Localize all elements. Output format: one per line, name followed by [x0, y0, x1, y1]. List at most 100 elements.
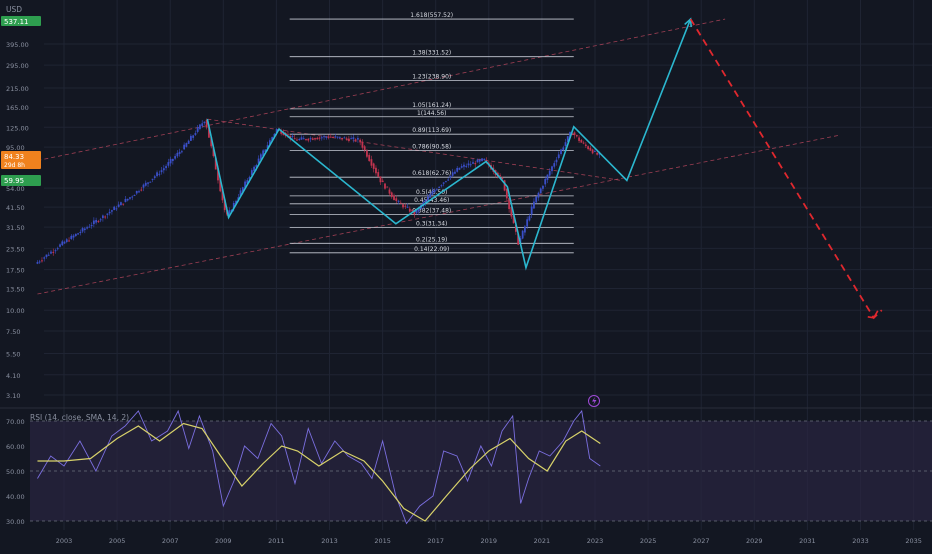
lightning-icon-glyph — [592, 397, 597, 405]
fib-level-label: 1(144.56) — [417, 110, 447, 117]
candle-body — [560, 149, 562, 154]
candle-body — [454, 171, 456, 174]
candle-body — [381, 180, 384, 182]
candle-body — [68, 240, 70, 242]
candle-body — [205, 119, 208, 128]
candle-body — [329, 136, 332, 138]
candle-body — [476, 159, 479, 163]
fib-level-label: 0.2(25.19) — [416, 236, 447, 243]
candle-body — [528, 216, 531, 221]
price-axis-label: 10.00 — [6, 307, 25, 315]
candle-body — [485, 160, 488, 162]
candle-body — [591, 149, 594, 154]
candle-body — [61, 241, 64, 246]
candle-body — [584, 144, 587, 147]
candle-body — [404, 205, 407, 207]
candle-body — [54, 250, 57, 252]
rsi-axis-label: 70.00 — [6, 418, 25, 426]
candle-body — [429, 194, 432, 198]
fib-level-label: 0.618(62.76) — [412, 170, 451, 177]
candle-body — [106, 213, 109, 215]
candle-body — [293, 138, 296, 140]
candle-body — [478, 159, 481, 162]
candle-body — [596, 152, 599, 155]
candle-body — [122, 203, 125, 205]
candle-body — [253, 166, 255, 172]
candle-body — [171, 158, 174, 162]
candle-body — [104, 216, 107, 218]
candle-body — [311, 138, 314, 140]
fib-level-label: 0.14(22.09) — [414, 246, 449, 253]
candle-body — [223, 199, 226, 211]
candle-body — [101, 215, 104, 219]
candle-body — [336, 136, 339, 138]
candle-body — [255, 165, 258, 168]
fib-level-label: 1.618(557.52) — [410, 12, 453, 19]
candle-body — [343, 137, 346, 139]
candle-body — [190, 135, 192, 141]
candle-body — [318, 137, 321, 139]
candle-body — [41, 260, 43, 262]
candle-body — [451, 172, 454, 176]
candle-body — [88, 226, 91, 228]
price-axis-label: 3.10 — [6, 392, 20, 400]
candle-body — [533, 201, 535, 209]
badge-current: 84.33 29d 8h — [1, 151, 41, 169]
candle-body — [302, 138, 305, 140]
candle-body — [551, 166, 553, 172]
candle-body — [219, 178, 222, 192]
candle-body — [413, 211, 416, 215]
candle-body — [264, 149, 267, 153]
candle-body — [289, 135, 292, 139]
candle-body — [526, 219, 529, 227]
candle-body — [503, 180, 506, 191]
candle-body — [449, 175, 452, 178]
badge-lower: 59.95 — [1, 175, 41, 186]
lightning-icon[interactable] — [588, 395, 600, 407]
badge-lower-bg — [1, 175, 41, 186]
candle-body — [379, 176, 382, 183]
candle-body — [431, 190, 434, 195]
fib-level-label: 1.38(331.52) — [412, 50, 451, 57]
candle-body — [578, 137, 580, 141]
candle-body — [472, 162, 474, 164]
candle-body — [72, 235, 75, 238]
candle-body — [505, 188, 508, 199]
candle-body — [140, 189, 143, 191]
candle-body — [593, 150, 596, 152]
candle-body — [65, 239, 68, 243]
candle-body — [296, 139, 298, 141]
candle-body — [237, 197, 240, 200]
candle-body — [201, 123, 204, 126]
candle-body — [354, 139, 357, 141]
candle-body — [341, 137, 344, 140]
candle-body — [81, 228, 84, 232]
candle-body — [126, 198, 129, 201]
candle-body — [447, 179, 450, 181]
candle-body — [275, 128, 278, 134]
candle-body — [185, 143, 188, 147]
candle-body — [345, 138, 348, 140]
candle-body — [38, 261, 41, 263]
time-axis-label: 2027 — [693, 537, 710, 545]
candle-body — [314, 138, 316, 140]
rsi-axis-label: 40.00 — [6, 493, 25, 501]
candle-body — [149, 181, 152, 183]
candle-body — [456, 167, 459, 172]
candle-body — [300, 137, 303, 140]
candle-body — [147, 182, 149, 184]
price-axis-label: 125.00 — [6, 124, 29, 132]
time-axis-label: 2015 — [374, 537, 391, 545]
fib-level-label: 1.05(161.24) — [412, 102, 451, 109]
time-axis[interactable]: 2003 2005 2007 2009 2011 2013 2015 2017 2019 2021… — [56, 537, 922, 545]
price-axis[interactable]: 395.00 295.00 215.00 165.00 125.00 95.00 54.00… — [6, 41, 29, 526]
candle-body — [320, 137, 323, 139]
candle-body — [199, 124, 201, 129]
candle-body — [463, 164, 465, 167]
candle-body — [156, 172, 158, 177]
fib-level-label: 0.45(43.46) — [414, 197, 449, 204]
candle-body — [160, 170, 163, 173]
candle-body — [262, 150, 265, 156]
